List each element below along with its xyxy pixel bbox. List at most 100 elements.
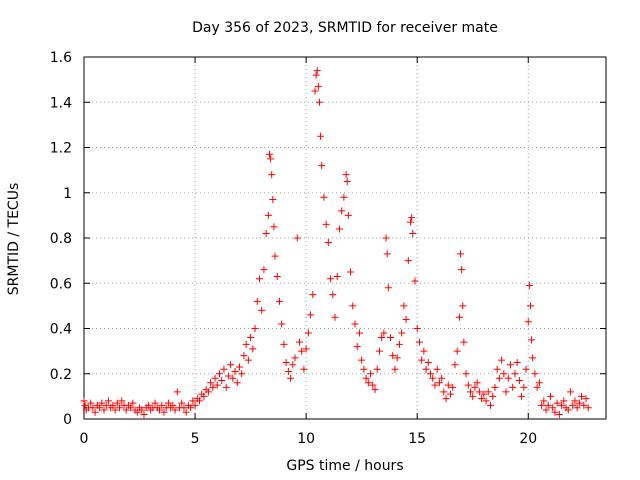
y-tick-label: 0.4 (50, 322, 72, 338)
x-tick-label: 15 (408, 431, 426, 447)
data-point (549, 404, 557, 412)
data-point (347, 268, 355, 276)
data-point (344, 211, 352, 219)
data-point (220, 365, 228, 373)
data-point (231, 367, 239, 375)
data-point (484, 388, 492, 396)
data-point (373, 365, 381, 373)
data-point (144, 401, 152, 409)
data-point (307, 311, 315, 319)
data-point (520, 383, 528, 391)
data-point (224, 372, 232, 380)
data-point (258, 306, 266, 314)
x-tick-label: 20 (519, 431, 537, 447)
data-point (353, 343, 361, 351)
data-point (400, 302, 408, 310)
data-point (418, 356, 426, 364)
data-point (582, 395, 590, 403)
data-point (395, 340, 403, 348)
axes: 0 0.2 0.4 0.6 0.8 1 1.2 1.4 1.6 0 5 10 15 20 (50, 50, 607, 447)
data-point (575, 399, 583, 407)
data-point (318, 162, 326, 170)
data-point (538, 401, 546, 409)
data-point (333, 272, 341, 280)
data-point (229, 374, 237, 382)
data-point (262, 229, 270, 237)
data-point (533, 383, 541, 391)
data-point (449, 383, 457, 391)
plot-frame (83, 56, 607, 420)
data-point (398, 329, 406, 337)
data-point (98, 399, 106, 407)
data-point (455, 313, 463, 321)
data-point (584, 404, 592, 412)
data-point (509, 383, 517, 391)
data-point (169, 401, 177, 409)
data-point (444, 381, 452, 389)
data-point (158, 401, 166, 409)
y-tick-label: 1.6 (50, 50, 72, 66)
data-point (329, 291, 337, 299)
data-point (578, 392, 586, 400)
data-point (340, 193, 348, 201)
data-point (251, 325, 259, 332)
data-point (429, 374, 437, 382)
data-point (380, 329, 388, 337)
data-point (564, 406, 572, 414)
data-point (393, 354, 401, 362)
data-point (138, 406, 146, 414)
data-point (317, 132, 325, 140)
data-point (369, 381, 377, 389)
data-point (304, 329, 312, 337)
data-point (389, 352, 397, 360)
data-point (558, 401, 566, 409)
data-point (196, 397, 204, 405)
data-point (311, 87, 319, 95)
data-point (260, 266, 268, 274)
data-point (409, 229, 417, 237)
data-point (383, 250, 391, 258)
y-tick-label: 0 (63, 412, 72, 428)
data-point (309, 291, 317, 299)
data-point (235, 363, 243, 371)
data-point (351, 320, 359, 328)
data-point (156, 406, 164, 414)
data-point (129, 399, 137, 407)
data-point (151, 399, 159, 407)
data-point (551, 408, 559, 416)
data-point (122, 406, 130, 414)
x-tick-label: 0 (80, 431, 89, 447)
y-tick-label: 0.6 (50, 276, 72, 292)
data-point (349, 302, 357, 310)
data-point (451, 361, 459, 369)
data-point (560, 397, 568, 405)
data-point (213, 381, 221, 389)
data-point (460, 338, 468, 346)
data-point (475, 388, 483, 396)
data-point (408, 214, 416, 222)
data-point (482, 397, 490, 405)
data-point (467, 388, 475, 396)
data-point (489, 392, 497, 400)
data-point (473, 379, 481, 387)
data-point (529, 354, 537, 362)
data-point (453, 347, 461, 355)
data-point (531, 370, 539, 378)
data-point (371, 386, 379, 394)
data-point (280, 340, 288, 348)
data-point (204, 388, 212, 396)
data-point (546, 392, 554, 400)
x-axis-label: GPS time / hours (286, 458, 403, 474)
data-point (295, 338, 303, 346)
data-points (80, 67, 592, 418)
data-point (518, 392, 526, 400)
data-point (438, 374, 446, 382)
data-point (247, 334, 255, 342)
data-point (331, 313, 339, 321)
data-point (113, 399, 121, 407)
data-point (500, 370, 508, 378)
data-point (555, 410, 563, 418)
x-tick-label: 10 (297, 431, 315, 447)
data-point (528, 336, 536, 344)
data-point (270, 223, 278, 231)
